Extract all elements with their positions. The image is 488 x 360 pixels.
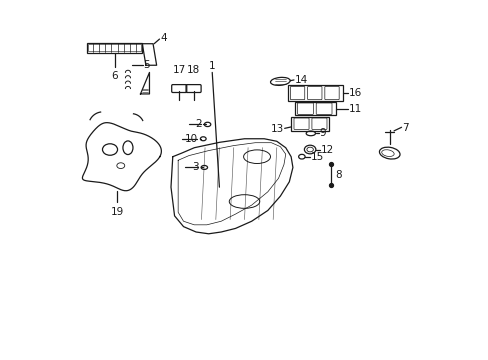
Text: 18: 18 bbox=[186, 65, 200, 75]
Text: 16: 16 bbox=[348, 88, 361, 98]
Text: 13: 13 bbox=[270, 124, 284, 134]
Text: 2: 2 bbox=[194, 120, 201, 129]
Text: 8: 8 bbox=[335, 170, 342, 180]
Text: 19: 19 bbox=[110, 207, 123, 217]
Text: 14: 14 bbox=[294, 75, 307, 85]
Text: 12: 12 bbox=[320, 144, 333, 154]
Text: 11: 11 bbox=[348, 104, 361, 114]
Text: 10: 10 bbox=[184, 134, 198, 144]
Text: 4: 4 bbox=[160, 33, 166, 43]
Text: 17: 17 bbox=[172, 65, 185, 75]
Text: 9: 9 bbox=[319, 129, 326, 138]
Text: 7: 7 bbox=[402, 123, 408, 133]
Text: 5: 5 bbox=[143, 60, 150, 70]
Text: 15: 15 bbox=[310, 152, 324, 162]
Text: 3: 3 bbox=[192, 162, 199, 172]
Text: 6: 6 bbox=[111, 71, 118, 81]
Text: 1: 1 bbox=[208, 60, 215, 71]
